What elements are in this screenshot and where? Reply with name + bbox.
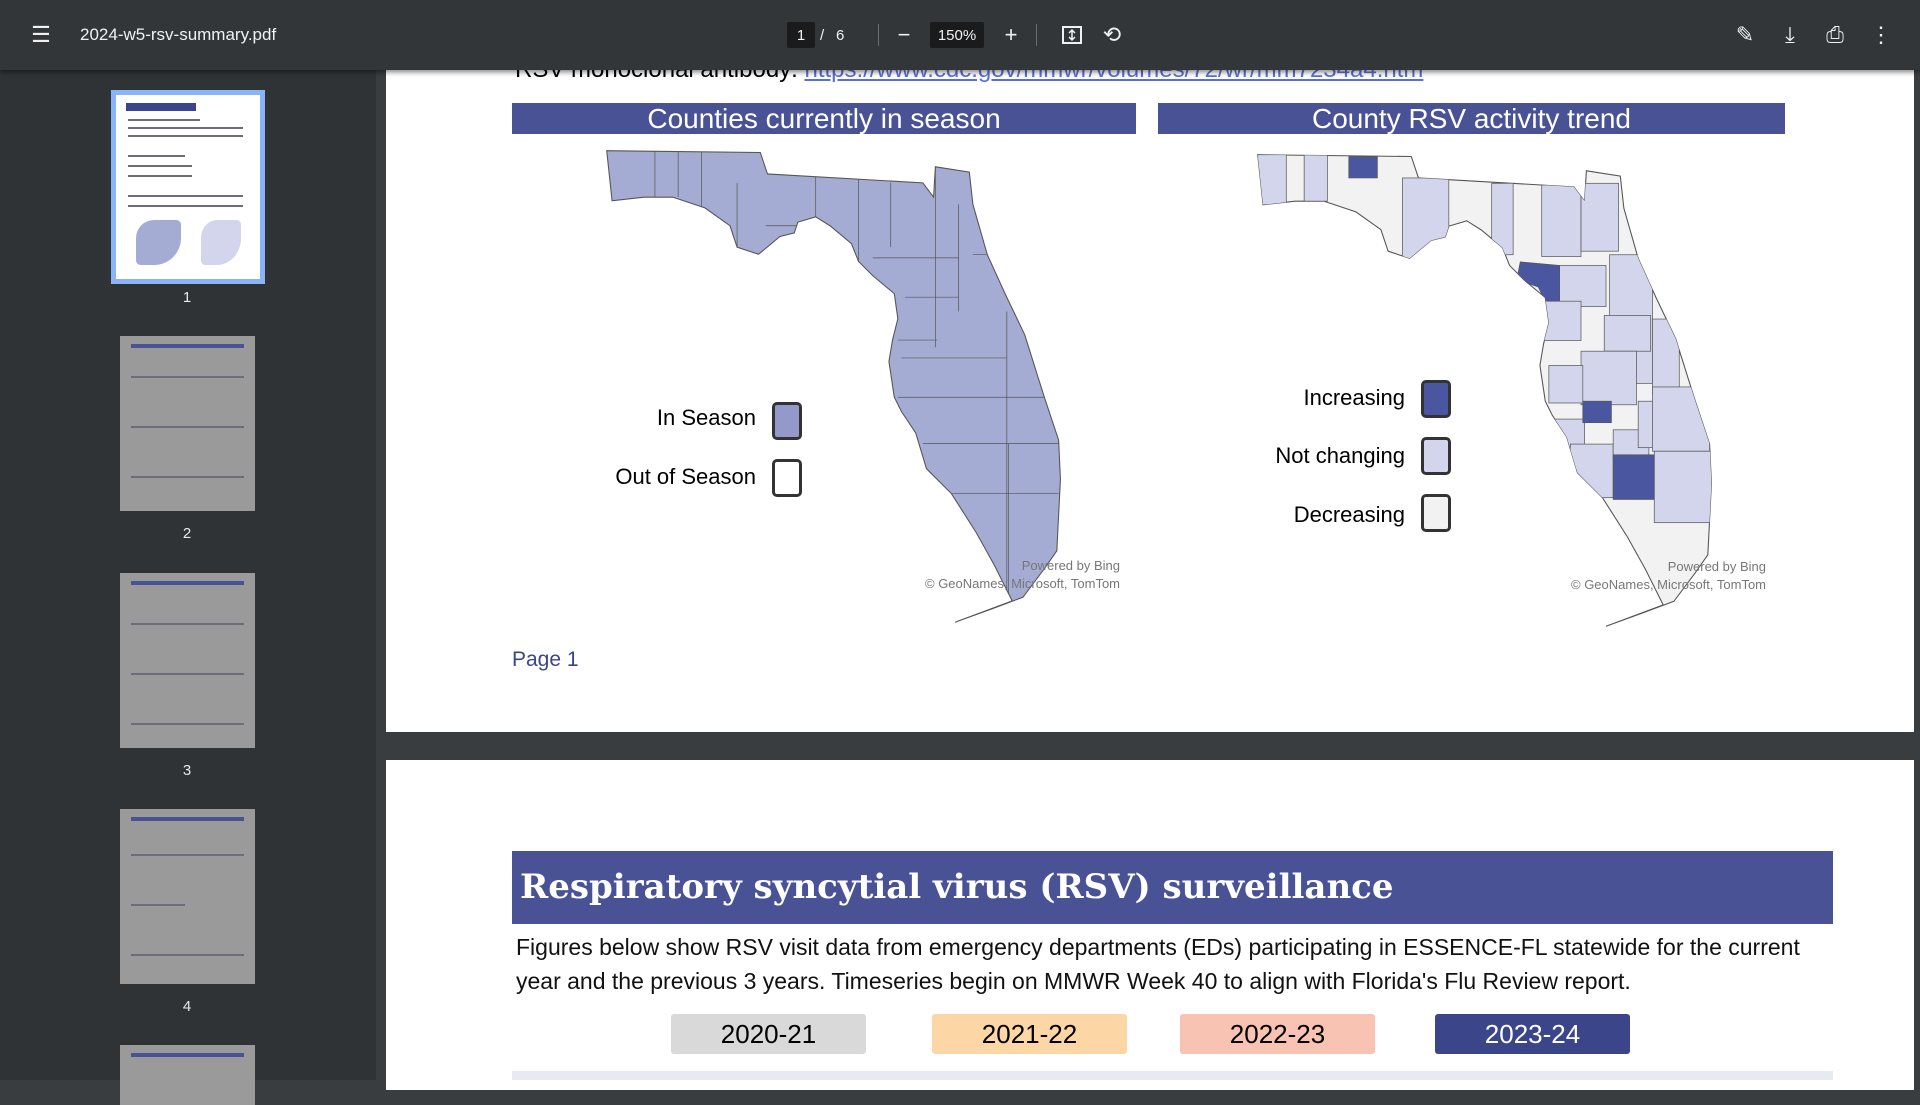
county-increasing [1348,156,1378,179]
zoom-in-icon[interactable]: + [1004,22,1018,47]
county-lines [654,150,1059,601]
fit-page-icon[interactable] [1055,0,1089,70]
right-map-title: County RSV activity trend [1158,103,1785,134]
page-thumbnail-3[interactable] [120,573,255,748]
total-pages: 6 [836,26,845,44]
download-icon[interactable]: ⤓ [1785,22,1795,47]
florida-in-season-map [606,150,1061,623]
season-legend-2021-22: 2021-22 [932,1014,1127,1054]
zoom-out-icon[interactable]: − [897,22,911,47]
rotate-icon[interactable]: ⟲ [1102,22,1122,47]
legend-not-changing-label: Not changing [1275,443,1405,468]
legend-decreasing-swatch [1421,494,1451,532]
legend-out-of-season-swatch [772,459,802,497]
menu-icon[interactable]: ☰ [31,22,51,47]
chart-area-top [512,1071,1833,1080]
map-credit: Powered by Bing © GeoNames, Microsoft, To… [1571,559,1766,592]
thumbnail-label: 1 [182,289,192,306]
page-thumbnail-5[interactable] [120,1045,255,1105]
legend-increasing-label: Increasing [1303,385,1405,410]
left-map-title: Counties currently in season [512,103,1136,134]
legend-decreasing-label: Decreasing [1293,502,1405,527]
pencil-icon[interactable]: ✎ [1735,22,1755,47]
legend-in-season-swatch [772,402,802,440]
county-fills [1257,154,1712,524]
section-description: Figures below show RSV visit data from e… [516,934,1800,994]
thumbnail-label: 4 [182,998,192,1015]
map-credit: Powered by Bing © GeoNames, Microsoft, To… [925,558,1120,591]
florida-trend-map [1257,154,1712,627]
page-thumbnail-4[interactable] [120,809,255,984]
legend-not-changing-swatch [1421,437,1451,475]
county-increasing [1516,261,1560,302]
thumbnail-sidebar: 1 2 3 4 [0,70,376,1105]
page-thumbnail-1[interactable] [111,90,265,284]
section-title: Respiratory syncytial virus (RSV) survei… [512,851,1833,924]
season-legend-2020-21: 2020-21 [671,1014,866,1054]
page-separator: / [820,26,825,44]
season-legend-2023-24: 2023-24 [1435,1014,1630,1054]
zoom-input[interactable]: 150% [930,22,984,48]
page-thumbnail-2[interactable] [120,336,255,511]
pdf-page-2 [386,760,1914,1090]
legend-in-season-label: In Season [656,405,756,430]
legend-out-of-season-label: Out of Season [615,464,756,489]
thumbnail-label: 2 [182,525,192,542]
season-legend-2022-23: 2022-23 [1180,1014,1375,1054]
page-number-input[interactable]: 1 [787,22,815,48]
document-title: 2024-w5-rsv-summary.pdf [80,25,277,44]
page-number-label: Page 1 [512,648,579,671]
pdf-toolbar: ☰ 2024-w5-rsv-summary.pdf 1 / 6 − 150% +… [0,0,1920,70]
thumbnail-label: 3 [182,762,192,779]
print-icon[interactable]: ⎙ [1826,22,1844,47]
divider [1036,24,1037,46]
florida-outline [606,150,1061,623]
divider [878,24,879,46]
legend-increasing-swatch [1421,380,1451,418]
more-vert-icon[interactable]: ⋮ [1870,22,1892,47]
county-increasing [1582,400,1612,424]
county-increasing [1612,454,1655,500]
